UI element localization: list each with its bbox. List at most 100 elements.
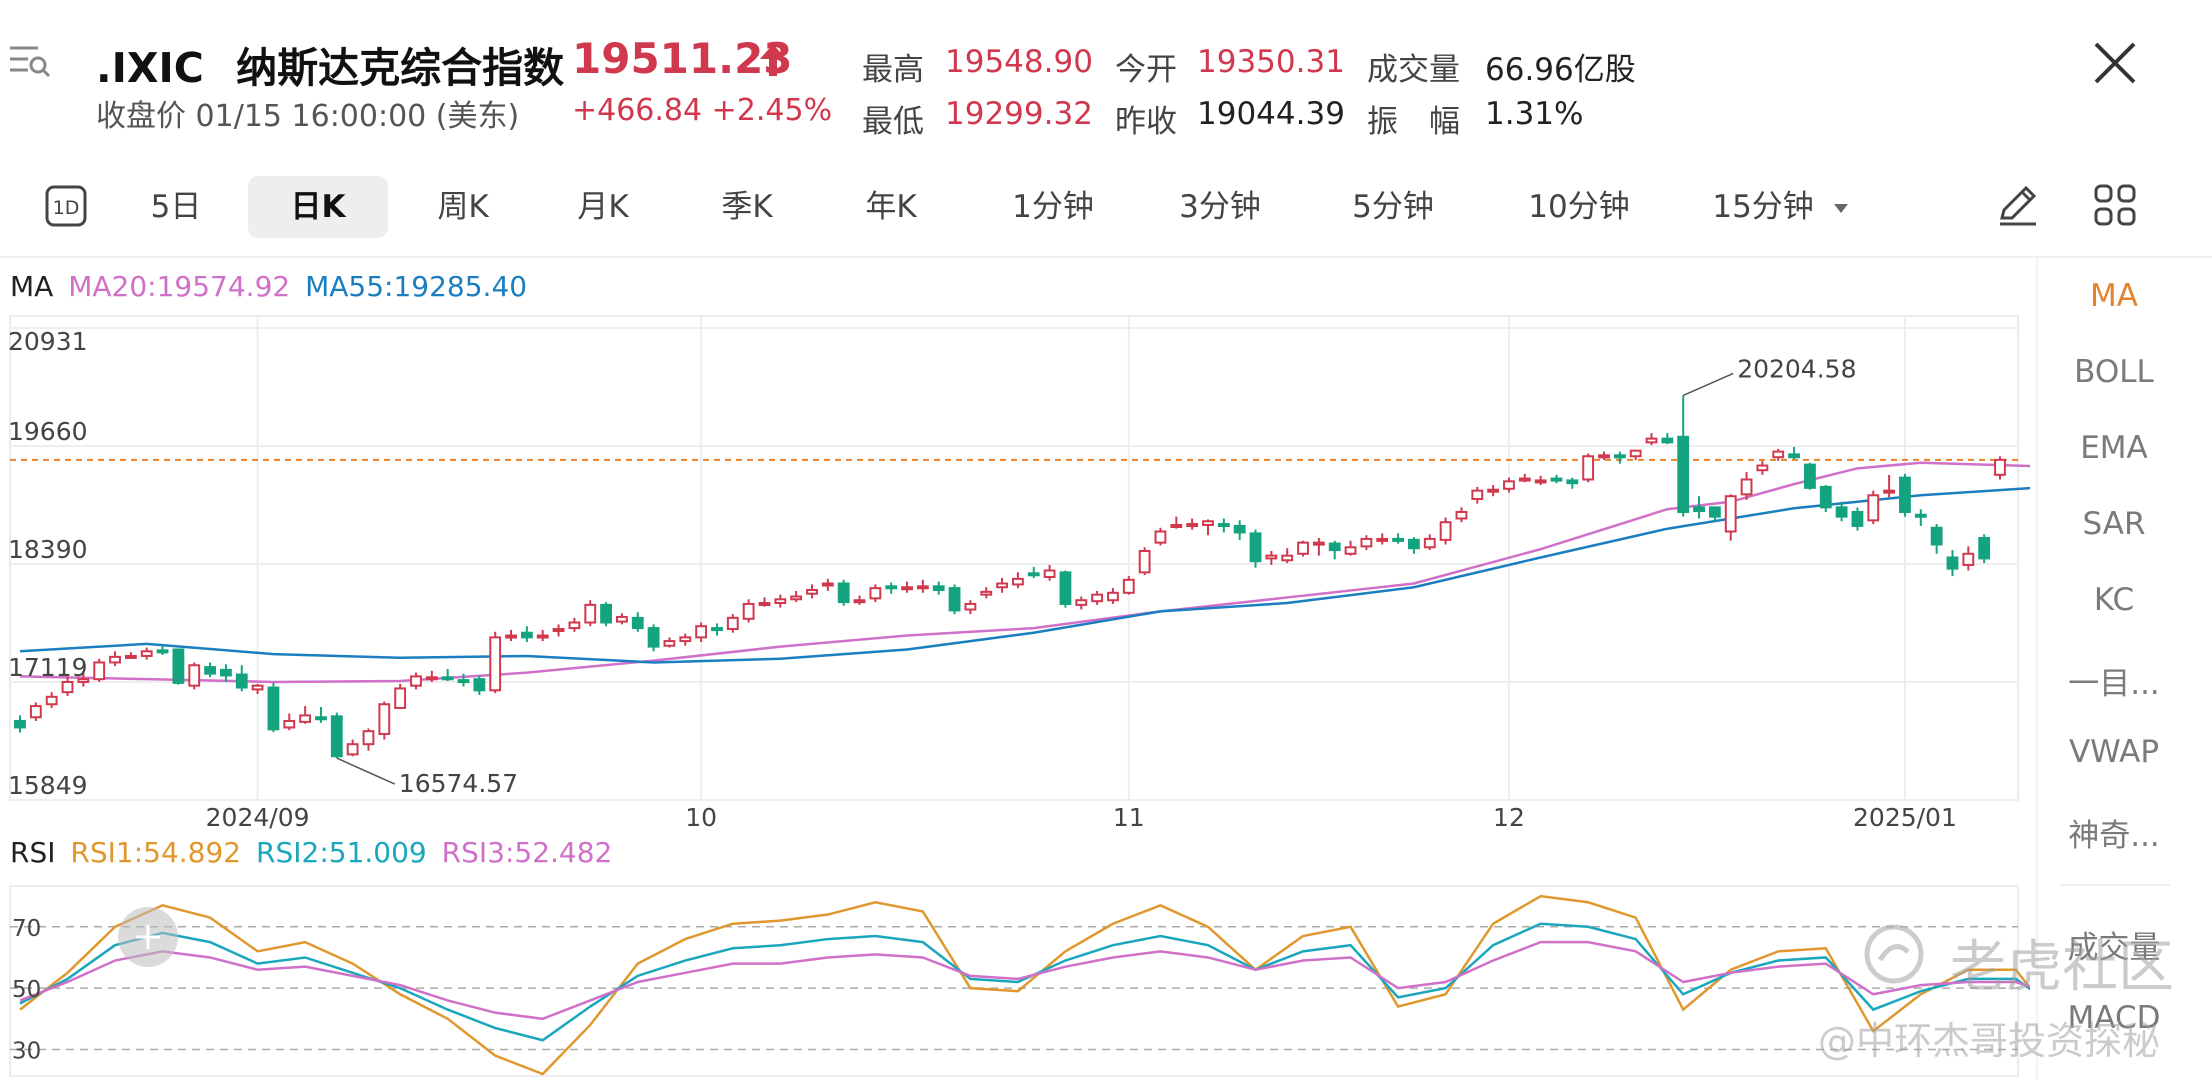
sidebar-item-volume[interactable]: 成交量 xyxy=(2067,930,2161,966)
candle-body xyxy=(1835,506,1848,518)
candle-body xyxy=(473,678,486,692)
candle-body xyxy=(1629,449,1642,458)
candle-body xyxy=(1075,599,1088,606)
candle-body xyxy=(774,598,787,605)
sidebar-divider xyxy=(2036,258,2038,1080)
ticker-symbol: .IXIC xyxy=(96,44,204,92)
candle-body xyxy=(1455,510,1468,520)
crosshair-icon[interactable] xyxy=(118,907,178,967)
sidebar-item-sar[interactable]: SAR xyxy=(2082,506,2146,542)
tab-5min[interactable]: 5分钟 xyxy=(1352,189,1434,225)
tab-quarterly-k[interactable]: 季K xyxy=(721,189,773,225)
stat-low-value: 19299.32 xyxy=(945,96,1093,132)
tab-yearly-k[interactable]: 年K xyxy=(865,189,917,225)
candle-body xyxy=(1170,523,1183,528)
candle-body xyxy=(869,587,882,600)
candle-body xyxy=(425,676,438,681)
price-change: +466.84 +2.45% xyxy=(572,93,833,128)
candle-body xyxy=(235,673,248,689)
sidebar-item-macd[interactable]: MACD xyxy=(2067,1000,2161,1036)
candle-body xyxy=(394,687,407,709)
close-icon[interactable] xyxy=(2090,38,2140,88)
y-tick-label: 18390 xyxy=(8,535,88,564)
sidebar-item-ichimoku[interactable]: 一目... xyxy=(2068,666,2160,702)
candle-body xyxy=(1281,554,1294,562)
pencil-icon[interactable] xyxy=(1992,180,2042,230)
candle-body xyxy=(140,650,153,657)
candle-body xyxy=(679,636,692,643)
candle-body xyxy=(821,582,834,587)
tab-15min-label: 15分钟 xyxy=(1712,189,1814,225)
y-tick-label: 20931 xyxy=(8,327,88,356)
tab-5day[interactable]: 5日 xyxy=(150,189,202,225)
chevron-down-icon xyxy=(1833,204,1848,213)
sidebar-item-ema[interactable]: EMA xyxy=(2080,430,2148,466)
tab-15min[interactable]: 15分钟 xyxy=(1690,176,1870,238)
candle-body xyxy=(362,730,375,746)
high-annotation: 20204.58 xyxy=(1737,354,1856,383)
x-tick-label: 11 xyxy=(1113,803,1145,830)
y-tick-label: 19660 xyxy=(8,417,88,446)
candle-body xyxy=(726,616,739,631)
index-name: 纳斯达克综合指数 xyxy=(236,44,565,92)
tab-daily-k[interactable]: 日K xyxy=(248,176,388,238)
candle-body xyxy=(1122,578,1135,594)
candle-body xyxy=(885,585,898,590)
day-mode-icon[interactable]: 1D xyxy=(44,184,88,228)
candle-body xyxy=(124,654,137,659)
ma55-line xyxy=(19,486,2030,664)
candle-body xyxy=(489,636,502,692)
last-price: 19511.23 xyxy=(572,34,793,83)
candle-body xyxy=(1914,513,1927,518)
candle-body xyxy=(1503,480,1515,490)
sidebar-item-magic[interactable]: 神奇... xyxy=(2068,818,2160,854)
low-annotation: 16574.57 xyxy=(399,769,518,798)
low-annotation-line xyxy=(336,757,396,785)
sidebar-item-kc[interactable]: KC xyxy=(2093,582,2135,618)
candle-body xyxy=(1740,478,1753,496)
tab-weekly-k[interactable]: 周K xyxy=(437,189,489,225)
tab-monthly-k[interactable]: 月K xyxy=(577,189,629,225)
candle-body xyxy=(1899,476,1911,513)
sidebar-item-ma[interactable]: MA xyxy=(2090,278,2138,314)
candle-body xyxy=(790,595,803,601)
candle-body xyxy=(1613,454,1626,459)
candle-body xyxy=(1772,450,1785,459)
candle-body xyxy=(1312,541,1325,546)
x-tick-label: 10 xyxy=(685,803,717,830)
candle-body xyxy=(695,625,708,639)
tab-1min[interactable]: 1分钟 xyxy=(1012,189,1094,225)
candle-body xyxy=(1027,572,1040,577)
sidebar-separator xyxy=(2060,884,2170,886)
candle-body xyxy=(758,602,771,607)
candle-body xyxy=(996,582,1008,589)
candlestick-chart[interactable]: 20931 19660 18390 17119 15849 2024/09 10 11 12 20… xyxy=(0,310,2030,830)
sidebar-item-boll[interactable]: BOLL xyxy=(2074,354,2154,390)
day-mode-label: 1D xyxy=(53,197,80,219)
candle-body xyxy=(441,676,454,681)
rsi2-legend: RSI2:51.009 xyxy=(256,836,427,869)
candle-body xyxy=(1677,435,1690,513)
candle-body xyxy=(568,621,581,630)
rsi-chart[interactable]: 70 50 30 xyxy=(0,880,2030,1080)
candle-body xyxy=(1693,506,1705,513)
watermark-logo: 老虎社区 xyxy=(1950,935,2174,1000)
x-tick-label: 2024/09 xyxy=(206,803,310,830)
candle-body xyxy=(1582,455,1595,481)
candle-body xyxy=(1819,485,1832,509)
candle-body xyxy=(1883,489,1896,494)
stat-open-label: 今开 xyxy=(1115,52,1177,88)
tab-10min[interactable]: 10分钟 xyxy=(1528,189,1630,225)
candle-body xyxy=(109,655,121,664)
candle-body xyxy=(29,705,42,719)
tab-3min[interactable]: 3分钟 xyxy=(1179,189,1261,225)
candle-body xyxy=(1598,454,1610,459)
arrow-up-icon xyxy=(760,44,786,76)
grid-icon[interactable] xyxy=(2090,180,2140,230)
candle-body xyxy=(1978,536,1991,560)
ticker-title: .IXIC 纳斯达克综合指数 xyxy=(96,34,564,94)
list-menu-icon[interactable] xyxy=(8,40,52,80)
rsi1-legend: RSI1:54.892 xyxy=(70,836,242,869)
sidebar-item-vwap[interactable]: VWAP xyxy=(2068,734,2160,770)
candle-body xyxy=(77,678,90,683)
